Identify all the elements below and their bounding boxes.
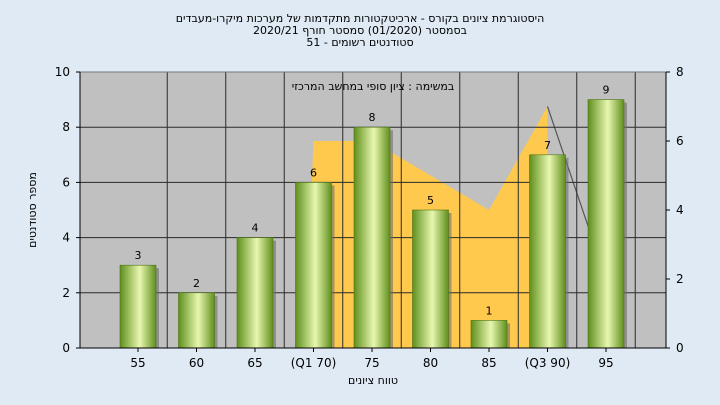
x-tick-label: 55 <box>130 356 145 370</box>
x-tick-label: 65 <box>247 356 262 370</box>
x-tick-label: 80 <box>423 356 438 370</box>
chart-title-line-2: בסמסטר (01/2020) סמסטר חורף 2020/21 <box>253 24 467 37</box>
y-axis-right: 0 2 4 6 8 <box>665 65 684 355</box>
bar <box>529 154 566 349</box>
y-tick-label: 6 <box>62 175 70 189</box>
bar <box>236 237 274 349</box>
x-tick-label: (Q1 70) <box>291 356 337 370</box>
bar <box>178 292 215 349</box>
chart-title-line-3: סטודנטים רשומים - 51 <box>306 36 413 49</box>
x-tick-label: 95 <box>598 356 613 370</box>
y2-tick-label: 2 <box>676 272 684 286</box>
y2-tick-label: 0 <box>676 341 684 355</box>
bar-value-label: 8 <box>369 111 376 124</box>
y-tick-label: 8 <box>62 120 70 134</box>
x-tick-label: 75 <box>364 356 379 370</box>
y-tick-label: 4 <box>62 231 70 245</box>
bar <box>587 99 625 349</box>
bar <box>353 126 391 349</box>
bar-value-label: 1 <box>486 304 493 317</box>
y-tick-label: 0 <box>62 341 70 355</box>
bar <box>295 182 332 349</box>
bar <box>119 264 157 349</box>
chart-title-block: היסטוגרמת ציונים בקורס - ארכיטקטורות מתק… <box>176 12 545 49</box>
bar-value-label: 9 <box>603 84 610 97</box>
y2-tick-label: 6 <box>676 134 684 148</box>
x-tick-label: (Q3 90) <box>525 356 571 370</box>
bar-value-label: 6 <box>310 166 317 179</box>
bars-layer: 3 2 4 6 8 5 1 7 9 <box>119 84 627 349</box>
y2-tick-label: 8 <box>676 65 684 79</box>
y2-tick-label: 4 <box>676 203 684 217</box>
bar-value-label: 5 <box>427 194 434 207</box>
x-axis-label: טווח ציונים <box>348 374 398 387</box>
bar-value-label: 3 <box>135 249 142 262</box>
y-axis-label: מספר סטודנטים <box>26 172 39 248</box>
chart-title-line-1: היסטוגרמת ציונים בקורס - ארכיטקטורות מתק… <box>176 12 545 25</box>
x-axis: 55 60 65 (Q1 70) 75 80 85 (Q3 90) 95 <box>80 347 666 370</box>
chart-subtitle: במשימה : ציון סופי במחשב המרכזי <box>292 80 455 93</box>
x-tick-label: 60 <box>189 356 204 370</box>
y-tick-label: 2 <box>62 286 70 300</box>
bar-value-label: 2 <box>193 277 200 290</box>
y-tick-label: 10 <box>55 65 70 79</box>
bar <box>412 209 449 349</box>
bar-value-label: 7 <box>544 139 551 152</box>
bar-value-label: 4 <box>252 222 259 235</box>
bar <box>470 320 508 349</box>
x-tick-label: 85 <box>481 356 496 370</box>
y-axis-left: 0 2 4 6 8 10 <box>55 65 81 355</box>
